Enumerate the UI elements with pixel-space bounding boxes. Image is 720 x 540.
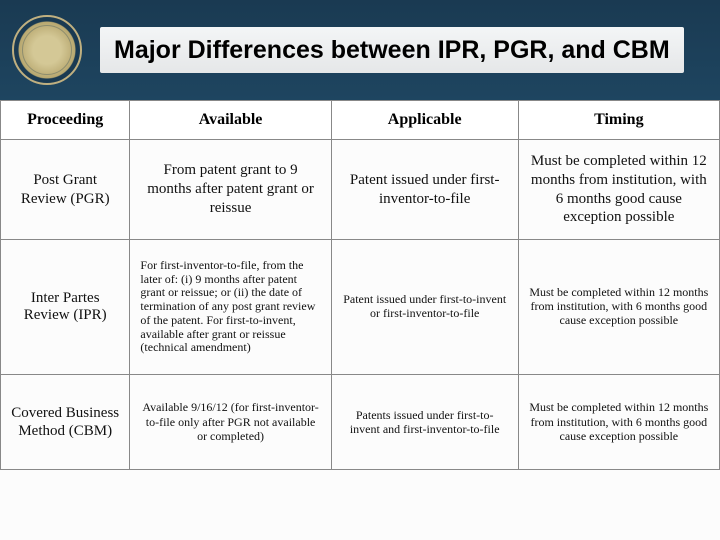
slide-content: Proceeding Available Applicable Timing P… [0, 100, 720, 540]
table-row: Post Grant Review (PGR) From patent gran… [1, 140, 720, 240]
cell-timing: Must be completed within 12 months from … [518, 375, 719, 470]
col-header-timing: Timing [518, 101, 719, 140]
comparison-table: Proceeding Available Applicable Timing P… [0, 100, 720, 470]
cell-timing: Must be completed within 12 months from … [518, 140, 719, 240]
uspto-seal-icon [12, 15, 82, 85]
col-header-proceeding: Proceeding [1, 101, 130, 140]
table-row: Inter Partes Review (IPR) For first-inve… [1, 240, 720, 375]
cell-applicable: Patent issued under first-inventor-to-fi… [331, 140, 518, 240]
slide-header: Major Differences between IPR, PGR, and … [0, 0, 720, 100]
slide-title: Major Differences between IPR, PGR, and … [100, 27, 684, 73]
col-header-applicable: Applicable [331, 101, 518, 140]
cell-timing: Must be completed within 12 months from … [518, 240, 719, 375]
cell-available: From patent grant to 9 months after pate… [130, 140, 331, 240]
cell-proceeding: Inter Partes Review (IPR) [1, 240, 130, 375]
table-row: Covered Business Method (CBM) Available … [1, 375, 720, 470]
table-header-row: Proceeding Available Applicable Timing [1, 101, 720, 140]
col-header-available: Available [130, 101, 331, 140]
cell-applicable: Patents issued under first-to-invent and… [331, 375, 518, 470]
cell-proceeding: Post Grant Review (PGR) [1, 140, 130, 240]
cell-applicable: Patent issued under first-to-invent or f… [331, 240, 518, 375]
cell-available: For first-inventor-to-file, from the lat… [130, 240, 331, 375]
cell-proceeding: Covered Business Method (CBM) [1, 375, 130, 470]
cell-available: Available 9/16/12 (for first-inventor-to… [130, 375, 331, 470]
